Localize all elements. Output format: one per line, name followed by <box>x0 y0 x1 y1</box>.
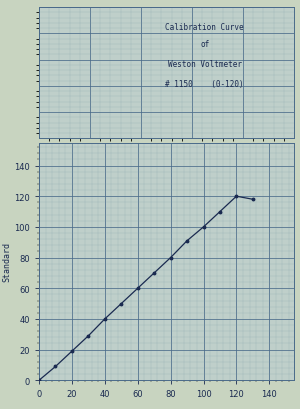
Text: Weston Voltmeter: Weston Voltmeter <box>168 60 242 69</box>
Text: # 1150    (0-120): # 1150 (0-120) <box>165 80 244 89</box>
Y-axis label: Standard: Standard <box>2 242 11 282</box>
Text: Calibration Curve: Calibration Curve <box>165 23 244 32</box>
Text: of: of <box>200 40 209 49</box>
